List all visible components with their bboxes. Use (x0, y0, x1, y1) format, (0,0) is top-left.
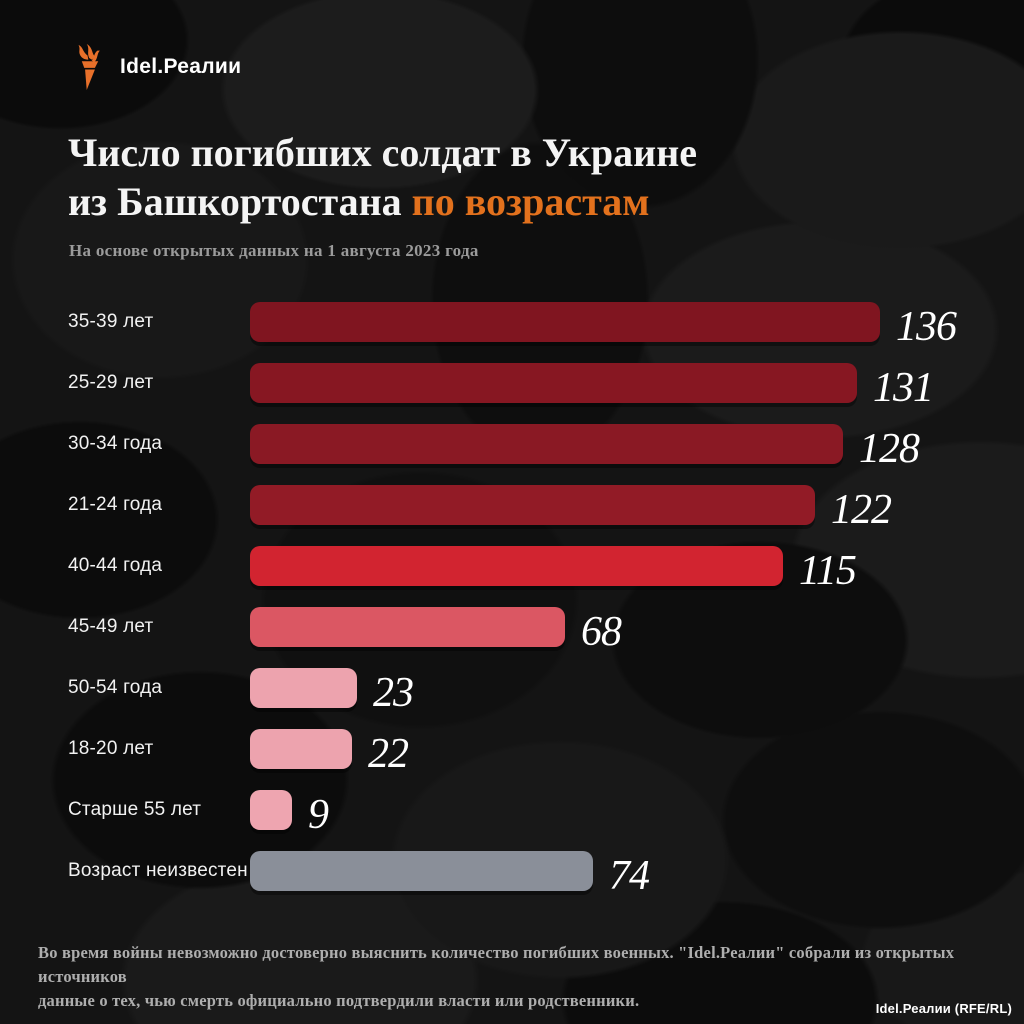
chart-row: 40-44 года 115 (68, 546, 1024, 592)
category-label: 50-54 года (68, 677, 163, 698)
category-label: 21-24 года (68, 494, 163, 515)
category-label: 35-39 лет (68, 311, 154, 332)
logo: Idel.Реалии (70, 44, 241, 90)
value-label: 115 (799, 548, 857, 594)
value-label: 128 (859, 426, 920, 472)
bar-area: 136 (250, 302, 1024, 348)
category-label: Старше 55 лет (68, 799, 202, 820)
bar-area: 22 (250, 729, 1024, 775)
bar (250, 790, 292, 830)
bar (250, 607, 565, 647)
title-line1: Число погибших солдат в Украине (68, 130, 698, 175)
category-label: Возраст неизвестен (68, 860, 248, 881)
bar-area: 128 (250, 424, 1024, 470)
bar (250, 851, 593, 891)
bar-area: 9 (250, 790, 1024, 836)
bar (250, 729, 352, 769)
bar-area: 68 (250, 607, 1024, 653)
page-title: Число погибших солдат в Украине из Башко… (68, 128, 964, 226)
category-label: 45-49 лет (68, 616, 154, 637)
bar (250, 424, 843, 464)
source-credit: Idel.Реалии (RFE/RL) (875, 1001, 1012, 1016)
chart-row: Старше 55 лет 9 (68, 790, 1024, 836)
bar-area: 23 (250, 668, 1024, 714)
value-label: 9 (308, 792, 329, 838)
bar-area: 115 (250, 546, 1024, 592)
value-label: 136 (896, 304, 957, 350)
bar (250, 546, 783, 586)
chart-row: 25-29 лет 131 (68, 363, 1024, 409)
bar (250, 363, 857, 403)
category-label: 40-44 года (68, 555, 163, 576)
value-label: 23 (373, 670, 414, 716)
bar (250, 485, 815, 525)
chart-row: 50-54 года 23 (68, 668, 1024, 714)
category-label: 25-29 лет (68, 372, 154, 393)
value-label: 131 (873, 365, 934, 411)
value-label: 74 (609, 853, 650, 899)
chart-row: 35-39 лет 136 (68, 302, 1024, 348)
footer-note: Во время войны невозможно достоверно выя… (38, 941, 1003, 1013)
title-line2: из Башкортостана (68, 179, 402, 224)
logo-text: Idel.Реалии (120, 55, 242, 78)
bar (250, 668, 357, 708)
chart-row: 30-34 года 128 (68, 424, 1024, 470)
bar-area: 74 (250, 851, 1024, 897)
category-label: 30-34 года (68, 433, 163, 454)
footer-line1: Во время войны невозможно достоверно выя… (38, 943, 955, 986)
bar-area: 122 (250, 485, 1024, 531)
title-accent: по возрастам (411, 179, 650, 224)
value-label: 122 (831, 487, 892, 533)
footer-line2: данные о тех, чью смерть официально подт… (38, 991, 640, 1010)
value-label: 68 (581, 609, 622, 655)
chart-row: Возраст неизвестен 74 (68, 851, 1024, 897)
torch-icon (70, 44, 110, 90)
bar (250, 302, 880, 342)
bar-area: 131 (250, 363, 1024, 409)
subtitle: На основе открытых данных на 1 августа 2… (69, 241, 479, 260)
chart-row: 18-20 лет 22 (68, 729, 1024, 775)
chart-row: 45-49 лет 68 (68, 607, 1024, 653)
chart-row: 21-24 года 122 (68, 485, 1024, 531)
category-label: 18-20 лет (68, 738, 154, 759)
bar-chart: 35-39 лет 136 25-29 лет 131 30-34 года 128 21-… (68, 302, 1024, 912)
value-label: 22 (368, 731, 409, 777)
